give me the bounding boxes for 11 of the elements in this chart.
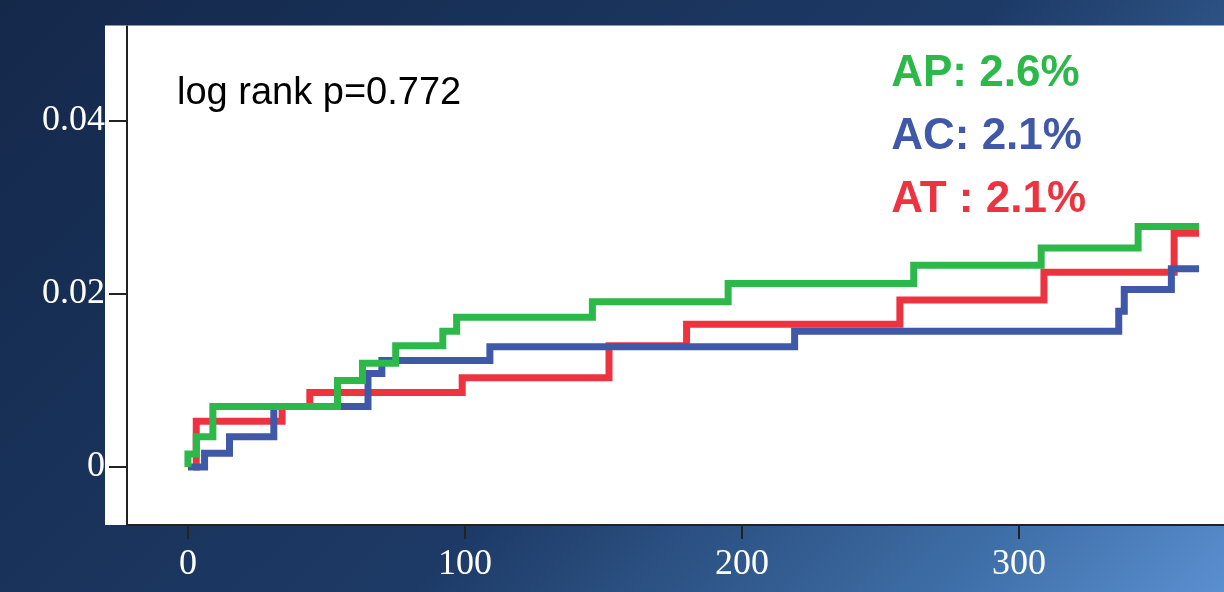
series-label: AT : 2.1% bbox=[891, 171, 1086, 221]
y-tick-label: 0.04 bbox=[42, 98, 105, 139]
text: AC: 2.1% bbox=[891, 108, 1082, 158]
x-tick-label: 100 bbox=[437, 542, 492, 583]
y-tick-label: 0 bbox=[87, 444, 105, 485]
x-tick-label: 200 bbox=[714, 542, 769, 583]
x-tick-label: 300 bbox=[992, 542, 1047, 583]
text: AP: 2.6% bbox=[891, 45, 1080, 95]
annotation: log rank p=0.772 bbox=[177, 69, 462, 112]
y-tick-label: 0.02 bbox=[42, 271, 105, 312]
x-tick-label: 0 bbox=[178, 542, 197, 583]
